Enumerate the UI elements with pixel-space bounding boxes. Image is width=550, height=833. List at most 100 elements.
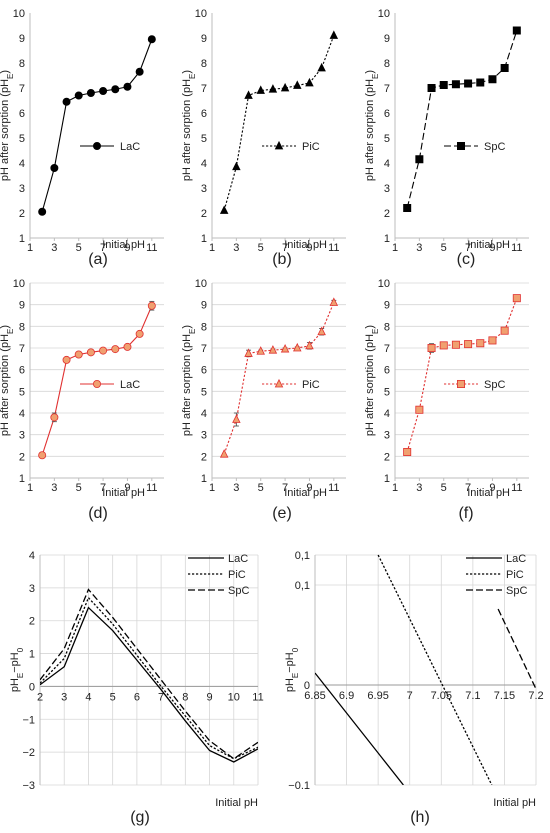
- data-point: [305, 77, 314, 87]
- x-tick-label: 6: [134, 691, 140, 703]
- panel-label: (a): [88, 251, 108, 268]
- x-tick-label: 3: [233, 482, 239, 494]
- x-tick-label: 3: [416, 482, 422, 494]
- data-point: [50, 163, 59, 172]
- y-tick-label: 5: [201, 386, 207, 398]
- y-axis-title: pH after sorption (pHE): [364, 70, 380, 181]
- series-line: [223, 35, 335, 211]
- data-point: [329, 297, 339, 306]
- x-tick-label: 10: [228, 691, 240, 703]
- panel-label: (g): [130, 809, 150, 826]
- y-tick-label: 3: [19, 183, 25, 195]
- x-tick-label: 5: [441, 242, 447, 254]
- x-tick-label: 3: [51, 482, 57, 494]
- y-tick-label: 2: [201, 208, 207, 220]
- x-tick-label: 6.95: [367, 690, 388, 702]
- data-point: [86, 348, 95, 357]
- legend-label: SpC: [484, 141, 505, 153]
- x-tick-label: 7: [465, 242, 471, 254]
- data-point: [147, 301, 156, 310]
- y-tick-label: 8: [19, 58, 25, 70]
- data-point: [232, 161, 241, 171]
- y-tick-label: 8: [19, 321, 25, 333]
- legend-label: PiC: [302, 141, 320, 153]
- y-tick-label: 3: [384, 430, 390, 442]
- y-tick-label: 6: [19, 365, 25, 377]
- data-point: [50, 413, 59, 422]
- data-point: [86, 89, 95, 98]
- data-point: [244, 348, 253, 357]
- y-tick-label: 4: [384, 408, 390, 420]
- data-point: [256, 85, 265, 94]
- data-point: [99, 346, 108, 355]
- series-line: [41, 305, 153, 456]
- legend-marker: [93, 379, 102, 388]
- y-tick-label: 0,1: [295, 550, 310, 562]
- data-point: [464, 340, 473, 349]
- legend-label: PiC: [506, 569, 524, 581]
- series-line: [406, 30, 518, 209]
- legend-label: LaC: [228, 553, 248, 565]
- y-tick-label: 3: [384, 183, 390, 195]
- y-tick-label: 6: [201, 108, 207, 120]
- y-tick-label: 9: [201, 300, 207, 312]
- data-point: [317, 62, 326, 72]
- y-tick-label: 8: [201, 321, 207, 333]
- x-tick-label: 11: [328, 482, 339, 494]
- data-point: [427, 84, 436, 93]
- y-tick-label: 7: [19, 83, 25, 95]
- data-point: [135, 67, 144, 76]
- data-point: [62, 97, 71, 106]
- legend-marker: [93, 141, 102, 150]
- y-tick-label: 6: [201, 365, 207, 377]
- y-tick-label: 2: [384, 451, 390, 463]
- y-tick-label: 10: [13, 8, 25, 20]
- x-tick-label: 9: [306, 242, 312, 254]
- x-axis-title: Initial pH: [467, 487, 510, 499]
- y-tick-label: 1: [19, 233, 25, 245]
- data-point: [74, 91, 83, 100]
- y-tick-label: 0,1: [295, 580, 310, 592]
- x-tick-label: 3: [416, 242, 422, 254]
- data-point: [403, 447, 412, 456]
- y-tick-label: 9: [19, 300, 25, 312]
- y-tick-label: 9: [201, 33, 207, 45]
- x-tick-label: 6.9: [339, 690, 354, 702]
- data-point: [256, 346, 265, 355]
- y-tick-label: 10: [195, 278, 207, 290]
- x-tick-label: 1: [209, 482, 215, 494]
- x-tick-label: 7: [465, 482, 471, 494]
- x-tick-label: 4: [85, 691, 91, 703]
- data-point: [329, 30, 339, 39]
- y-tick-label: 6: [384, 365, 390, 377]
- y-axis-title: pH after sorption (pHE): [181, 70, 197, 181]
- x-tick-label: 9: [206, 691, 212, 703]
- x-tick-label: 1: [27, 242, 33, 254]
- x-tick-label: 1: [392, 242, 398, 254]
- y-tick-label: 4: [19, 158, 25, 170]
- data-point: [123, 342, 132, 351]
- data-point: [488, 336, 497, 345]
- data-point: [451, 80, 460, 89]
- legend-label: SpC: [484, 379, 505, 391]
- y-tick-label: 4: [29, 550, 35, 562]
- y-tick-label: 9: [384, 300, 390, 312]
- data-point: [439, 81, 448, 90]
- y-tick-label: 6: [19, 108, 25, 120]
- series-line: [497, 608, 536, 690]
- data-point: [99, 87, 108, 96]
- y-tick-label: 5: [384, 386, 390, 398]
- data-point: [512, 26, 521, 35]
- y-tick-label: 5: [201, 133, 207, 145]
- y-axis-title: pHE−pH0: [284, 647, 300, 692]
- data-point: [415, 155, 424, 164]
- x-tick-label: 7: [282, 242, 288, 254]
- data-point: [476, 339, 485, 348]
- x-tick-label: 6.85: [304, 690, 325, 702]
- y-tick-label: 3: [201, 430, 207, 442]
- data-point: [439, 341, 448, 350]
- panel-label: (c): [457, 251, 476, 268]
- data-point: [293, 80, 302, 89]
